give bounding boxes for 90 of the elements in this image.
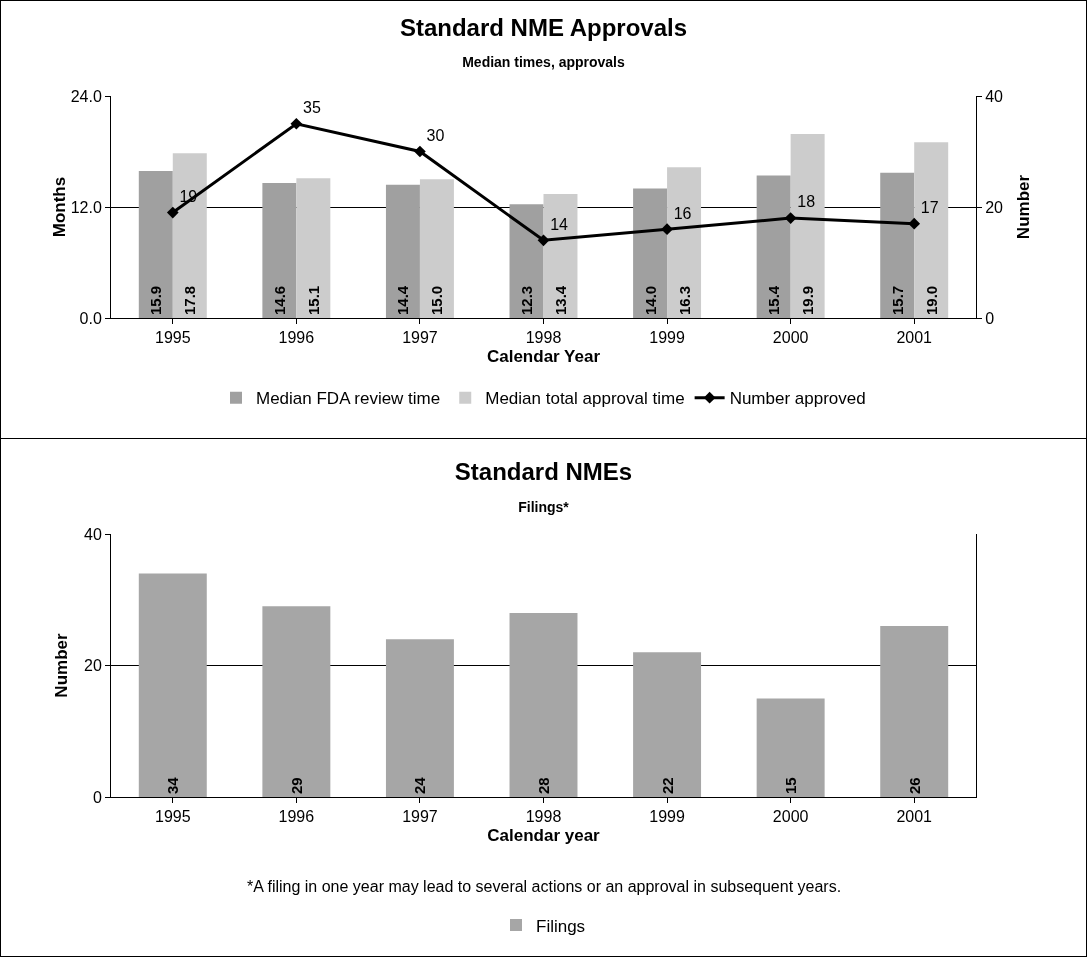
bar [509,612,578,797]
x-tick-label: 2000 [772,808,809,826]
chart-subtitle: Filings* [518,498,570,515]
data-label: 16 [673,204,692,222]
bar [914,142,949,318]
data-label: 16.3 [675,285,693,315]
point [290,117,303,130]
data-label: 35 [302,99,321,117]
data-label: 15.0 [428,285,446,315]
data-label: 15 [782,777,800,794]
data-label: 13.4 [551,285,569,315]
data-label: 22 [658,777,676,794]
data-label: 15.9 [147,285,165,315]
x-tick-label: 1997 [402,329,438,347]
legend-label: Median total approval time [485,389,685,409]
data-label: 12.3 [518,285,536,315]
chart-title: Standard NMEs [454,458,633,486]
y2-tick-label: 40 [985,87,1004,105]
x-tick-label: 1999 [649,808,685,826]
data-label: 28 [535,777,552,794]
data-label: 26 [905,777,923,794]
y2-tick-label: 0 [985,309,995,327]
data-label: 30 [426,126,445,144]
bar [385,184,420,318]
data-label: 29 [287,777,305,794]
legend-label: Filings [536,916,586,936]
x-tick-label: 1995 [154,808,191,826]
bar [756,175,791,318]
bar [633,188,668,318]
bar [138,170,173,318]
data-label: 34 [164,776,182,794]
x-tick-label: 1999 [649,329,685,347]
x-tick-label: 2000 [772,329,809,347]
point [166,206,179,219]
data-label: 19.9 [799,285,817,315]
y-tick-label: 24.0 [70,87,102,105]
data-label: 19.0 [922,285,940,315]
data-label: 17.8 [181,285,199,315]
x-tick-label: 1998 [525,808,562,826]
y-tick-label: 20 [84,657,102,675]
x-tick-label: 1998 [525,329,562,347]
data-label: 15.1 [304,285,322,315]
y2-axis-title: Number [1013,174,1033,240]
x-axis-title: Calendar year [487,825,601,845]
data-label: 15.4 [765,285,783,315]
y-tick-label: 0.0 [79,309,102,327]
data-label: 14 [550,215,569,233]
y2-tick-label: 20 [985,198,1004,216]
data-label: 15.7 [888,285,906,315]
bar [633,652,702,797]
bar [385,639,454,797]
chart-title: Standard NME Approvals [399,13,688,41]
y-axis-title: Number [52,633,71,698]
y-tick-label: 0 [92,788,102,806]
bar [509,204,544,318]
text: *A filing in one year may lead to several actions or an approval in subsequent years. [247,878,842,895]
legend-label: Median FDA review time [256,389,441,409]
bar [172,153,207,318]
y-axis-title: Months [49,176,69,238]
bar [262,182,297,318]
data-label: 18 [797,193,816,211]
x-tick-label: 1995 [154,329,191,347]
x-tick-label: 1996 [278,329,315,347]
x-tick-label: 2001 [896,329,933,347]
bar [667,167,702,318]
point [537,234,550,247]
y-tick-label: 40 [84,525,102,543]
x-tick-label: 1997 [402,808,438,826]
data-label: 17 [920,199,939,217]
data-label: 14.0 [641,285,659,315]
data-label: 24 [411,776,429,794]
chart-subtitle: Median times, approvals [462,54,626,71]
point [414,145,426,158]
bar [880,172,915,318]
bar [138,573,207,797]
x-axis-title: Calendar Year [486,346,601,366]
bar [419,179,454,318]
legend-label: Number approved [729,389,866,409]
point [661,223,673,236]
y-tick-label: 12.0 [70,198,102,216]
point [908,217,921,230]
bar [262,606,331,797]
bar [756,698,825,797]
data-label: 14.4 [394,285,412,315]
x-tick-label: 2001 [896,808,933,826]
data-label: 14.6 [270,285,288,315]
bar [790,133,825,318]
bar [296,178,331,318]
x-tick-label: 1996 [278,808,315,826]
bar [880,626,949,797]
